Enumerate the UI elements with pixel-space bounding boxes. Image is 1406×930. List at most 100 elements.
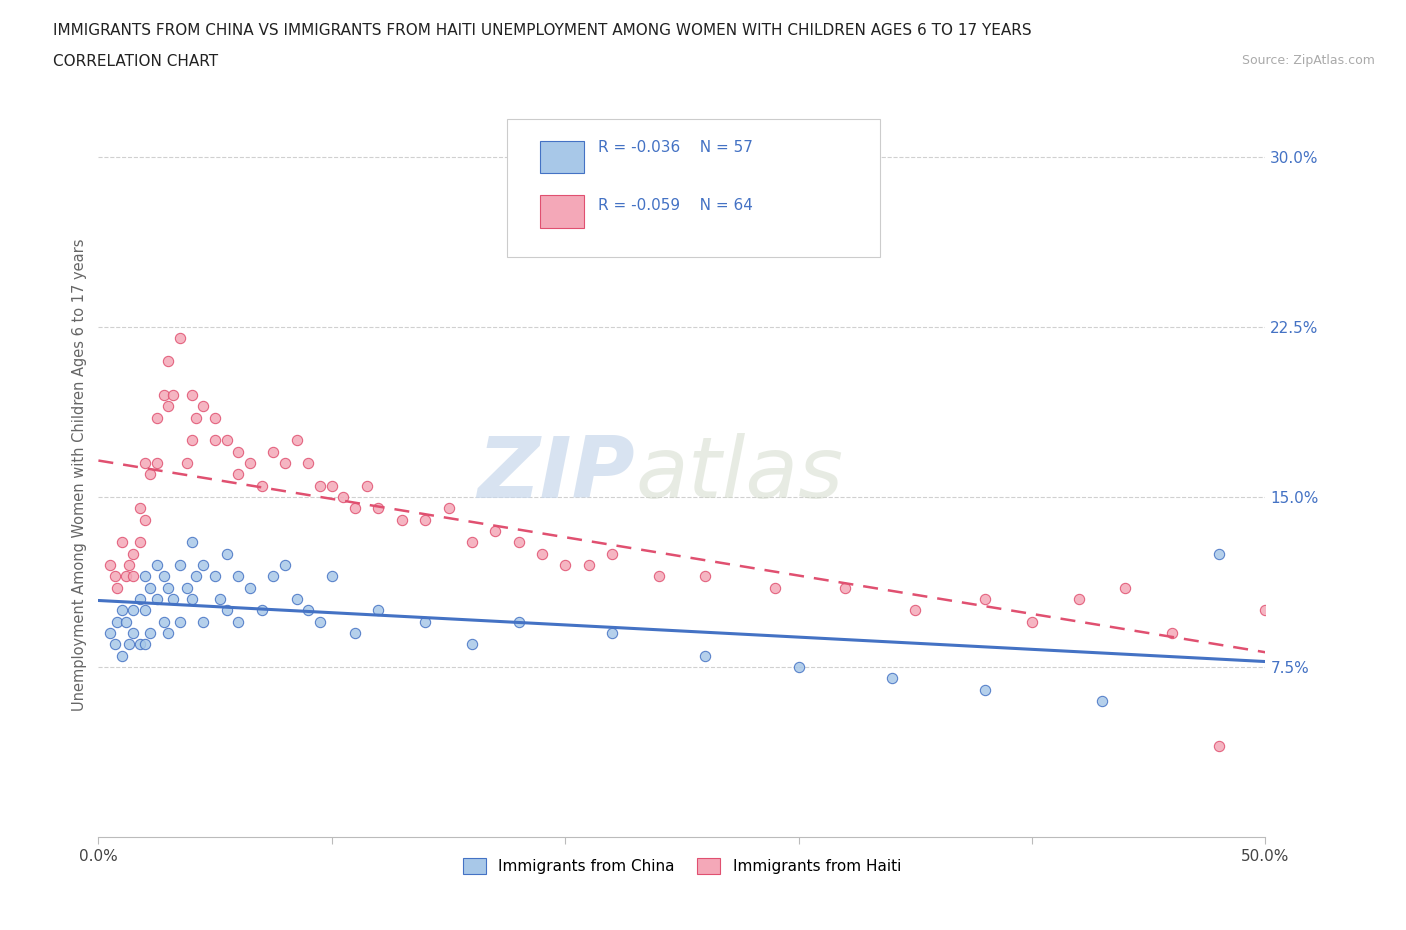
Point xyxy=(129,501,152,516)
Point xyxy=(274,456,297,471)
Point xyxy=(262,445,284,459)
Point xyxy=(215,603,238,618)
Point xyxy=(600,546,623,561)
Text: R = -0.059    N = 64: R = -0.059 N = 64 xyxy=(598,198,752,213)
Point xyxy=(215,432,238,447)
Point xyxy=(695,569,717,584)
Point xyxy=(129,637,152,652)
Point xyxy=(344,501,367,516)
Text: R = -0.036    N = 57: R = -0.036 N = 57 xyxy=(598,140,752,155)
Point xyxy=(186,569,208,584)
Point xyxy=(180,591,202,606)
Point xyxy=(105,614,128,629)
Point xyxy=(134,512,156,527)
Point xyxy=(104,637,127,652)
Point xyxy=(193,399,215,414)
Point xyxy=(157,399,180,414)
Point xyxy=(297,456,319,471)
Point xyxy=(152,614,174,629)
Point xyxy=(1254,603,1277,618)
Point xyxy=(554,558,576,573)
Point xyxy=(834,580,856,595)
Point xyxy=(228,445,250,459)
Point xyxy=(111,535,134,550)
Point xyxy=(508,614,530,629)
Point xyxy=(146,456,169,471)
Point xyxy=(146,591,169,606)
Point xyxy=(461,637,484,652)
Point xyxy=(162,591,184,606)
Point xyxy=(484,524,506,538)
Point xyxy=(367,603,389,618)
Point xyxy=(134,603,156,618)
Point xyxy=(647,569,669,584)
Point xyxy=(129,535,152,550)
Point xyxy=(437,501,460,516)
Point xyxy=(285,591,308,606)
Point xyxy=(157,580,180,595)
Point xyxy=(1208,738,1230,753)
Point xyxy=(118,558,141,573)
Point xyxy=(413,614,436,629)
Point xyxy=(111,603,134,618)
Point xyxy=(413,512,436,527)
Point xyxy=(228,569,250,584)
Point xyxy=(122,569,145,584)
Point xyxy=(344,626,367,641)
Text: CORRELATION CHART: CORRELATION CHART xyxy=(53,54,218,69)
Point xyxy=(111,648,134,663)
Point xyxy=(367,501,389,516)
Point xyxy=(250,478,273,493)
Point xyxy=(139,467,162,482)
Text: IMMIGRANTS FROM CHINA VS IMMIGRANTS FROM HAITI UNEMPLOYMENT AMONG WOMEN WITH CHI: IMMIGRANTS FROM CHINA VS IMMIGRANTS FROM… xyxy=(53,23,1032,38)
Point xyxy=(115,614,138,629)
Point xyxy=(228,614,250,629)
Point xyxy=(578,558,600,573)
Point xyxy=(321,478,343,493)
Point xyxy=(215,546,238,561)
Point xyxy=(157,353,180,368)
Point xyxy=(508,535,530,550)
Point xyxy=(228,467,250,482)
Point xyxy=(1161,626,1184,641)
Point xyxy=(239,580,262,595)
Point xyxy=(208,591,231,606)
Point xyxy=(904,603,927,618)
Text: ZIP: ZIP xyxy=(478,432,636,516)
Point xyxy=(193,614,215,629)
Point xyxy=(321,569,343,584)
Point xyxy=(134,569,156,584)
FancyBboxPatch shape xyxy=(540,140,583,173)
Point xyxy=(309,614,332,629)
Point xyxy=(146,410,169,425)
Point xyxy=(285,432,308,447)
Point xyxy=(356,478,378,493)
Point xyxy=(695,648,717,663)
Point xyxy=(134,637,156,652)
Point xyxy=(974,683,997,698)
Point xyxy=(461,535,484,550)
Point xyxy=(1091,694,1114,709)
Y-axis label: Unemployment Among Women with Children Ages 6 to 17 years: Unemployment Among Women with Children A… xyxy=(72,238,87,711)
Point xyxy=(297,603,319,618)
Point xyxy=(1114,580,1136,595)
Point xyxy=(152,569,174,584)
Point xyxy=(105,580,128,595)
Point xyxy=(115,569,138,584)
Point xyxy=(787,659,810,674)
Text: atlas: atlas xyxy=(636,432,844,516)
Point xyxy=(974,591,997,606)
Point xyxy=(122,603,145,618)
Point xyxy=(186,410,208,425)
Point xyxy=(204,569,226,584)
Point xyxy=(134,456,156,471)
Point xyxy=(139,580,162,595)
Point xyxy=(169,331,191,346)
Point xyxy=(118,637,141,652)
Point xyxy=(180,432,202,447)
Point xyxy=(204,432,226,447)
Point xyxy=(176,456,198,471)
Point xyxy=(129,591,152,606)
Point xyxy=(530,546,553,561)
Point xyxy=(763,580,786,595)
